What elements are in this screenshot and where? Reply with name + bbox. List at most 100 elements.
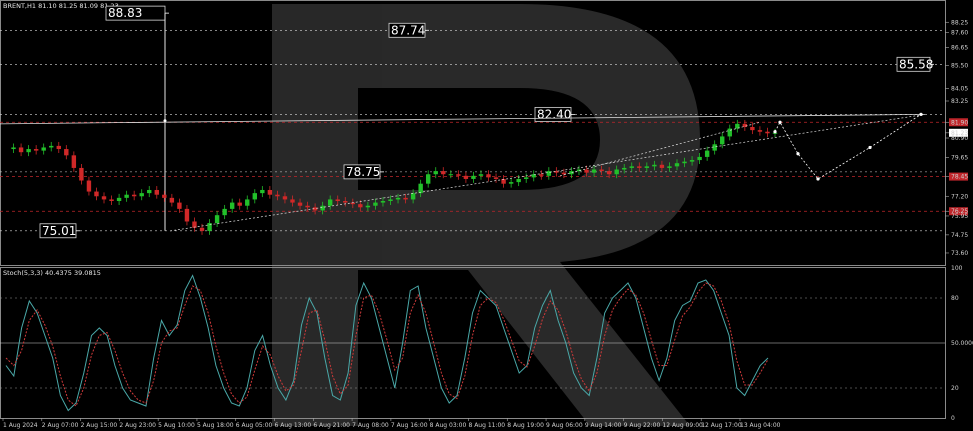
candle-body	[275, 194, 280, 197]
candle-body	[11, 147, 16, 150]
candle-body	[335, 199, 340, 202]
watermark-stem	[272, 4, 358, 426]
candle-body	[727, 128, 732, 137]
price-tick-label: 77.20	[951, 193, 968, 200]
price-tick-label: 84.05	[951, 85, 968, 92]
candle-body	[606, 171, 612, 175]
candle-body	[282, 196, 288, 200]
price-tick-label: 78.45	[951, 174, 968, 181]
candle-body	[222, 208, 227, 216]
forecast-path	[774, 114, 922, 180]
osc-tick-label: 20	[951, 385, 959, 392]
price-tick-label: 83.25	[951, 98, 968, 105]
candle-body	[64, 149, 69, 156]
price-tick-label: 81.90	[951, 119, 968, 126]
candle-body	[712, 144, 717, 151]
time-tick-label: 12 Aug 09:00	[662, 422, 703, 429]
forecast-point	[773, 130, 777, 134]
time-tick-label: 6 Aug 21:00	[313, 422, 350, 429]
candle-body	[343, 201, 348, 203]
osc-tick-label: 0	[951, 415, 955, 422]
osc-tick-label: 80	[951, 295, 959, 302]
candle-body	[350, 202, 356, 205]
level-label: 87.74	[391, 23, 425, 37]
candle-body	[765, 131, 770, 134]
candle-body	[735, 123, 740, 129]
candle-body	[290, 199, 295, 203]
candle-body	[622, 167, 627, 170]
time-tick-label: 9 Aug 06:00	[546, 422, 583, 429]
time-tick-label: 1 Aug 2024	[3, 422, 38, 429]
candle-body	[591, 169, 597, 173]
level-label: 82.40	[537, 107, 571, 121]
candle-body	[569, 171, 574, 175]
time-tick-label: 2 Aug 15:00	[81, 422, 118, 429]
candle-body	[79, 167, 84, 181]
candle-body	[644, 166, 650, 168]
price-tick-label: 76.25	[951, 208, 968, 215]
candle-body	[652, 164, 657, 167]
price-tick-label: 85.50	[951, 63, 968, 70]
time-tick-label: 8 Aug 03:00	[430, 422, 467, 429]
price-tick-label: 81.23	[951, 130, 968, 137]
current-price-tag	[949, 128, 968, 137]
candle-body	[116, 197, 122, 202]
level-label: 75.01	[42, 224, 76, 238]
candle-body	[742, 123, 748, 127]
candle-body	[659, 164, 665, 168]
price-tick-label: 87.60	[951, 29, 968, 36]
candle-body	[56, 145, 61, 150]
candle-body	[667, 166, 672, 168]
candle-body	[704, 150, 710, 157]
spike-marker	[163, 119, 167, 123]
price-tag-red	[949, 118, 968, 127]
candle-body	[539, 174, 544, 176]
candle-body	[327, 199, 333, 206]
forecast-point	[868, 145, 872, 150]
time-tick-label: 2 Aug 07:00	[42, 422, 79, 429]
candle-body	[501, 178, 506, 184]
price-tick-label: 75.95	[951, 213, 968, 220]
candle-body	[531, 174, 536, 178]
candle-body	[410, 193, 416, 200]
time-tick-label: 7 Aug 08:00	[352, 422, 389, 429]
candle-body	[599, 169, 604, 172]
candle-body	[26, 149, 31, 153]
watermark-logo	[272, 4, 700, 426]
candle-body	[584, 169, 589, 173]
symbol-header: BRENT,H1 81.10 81.25 81.09 81.23	[3, 2, 119, 10]
candle-body	[524, 177, 529, 179]
candle-body	[471, 175, 476, 179]
candle-body	[177, 202, 182, 209]
candle-body	[131, 194, 137, 197]
candle-body	[456, 174, 461, 176]
candle-body	[139, 193, 144, 197]
osc-tick-label: 100	[951, 265, 963, 272]
candle-body	[169, 197, 175, 203]
candle-body	[94, 191, 99, 197]
trendline-channel	[559, 121, 761, 177]
candle-body	[207, 223, 212, 231]
time-tick-label: 2 Aug 23:00	[119, 422, 156, 429]
candle-body	[425, 174, 431, 184]
candle-body	[101, 196, 107, 200]
candle-body	[365, 205, 371, 208]
candle-body	[260, 189, 265, 194]
price-tick-label: 80.90	[951, 135, 968, 142]
candle-body	[448, 174, 454, 176]
candle-body	[463, 175, 469, 179]
time-tick-label: 9 Aug 14:00	[585, 422, 622, 429]
time-tick-label: 12 Aug 17:00	[701, 422, 742, 429]
candle-body	[154, 189, 159, 195]
candle-body	[508, 182, 514, 184]
price-tick-label: 73.60	[951, 250, 968, 257]
candle-body	[576, 169, 582, 172]
candle-body	[697, 156, 702, 161]
time-tick-label: 8 Aug 11:00	[468, 422, 505, 429]
candle-body	[750, 126, 755, 131]
candle-body	[71, 155, 77, 168]
price-tick-label: 79.65	[951, 155, 968, 162]
time-tick-label: 9 Aug 22:00	[624, 422, 661, 429]
